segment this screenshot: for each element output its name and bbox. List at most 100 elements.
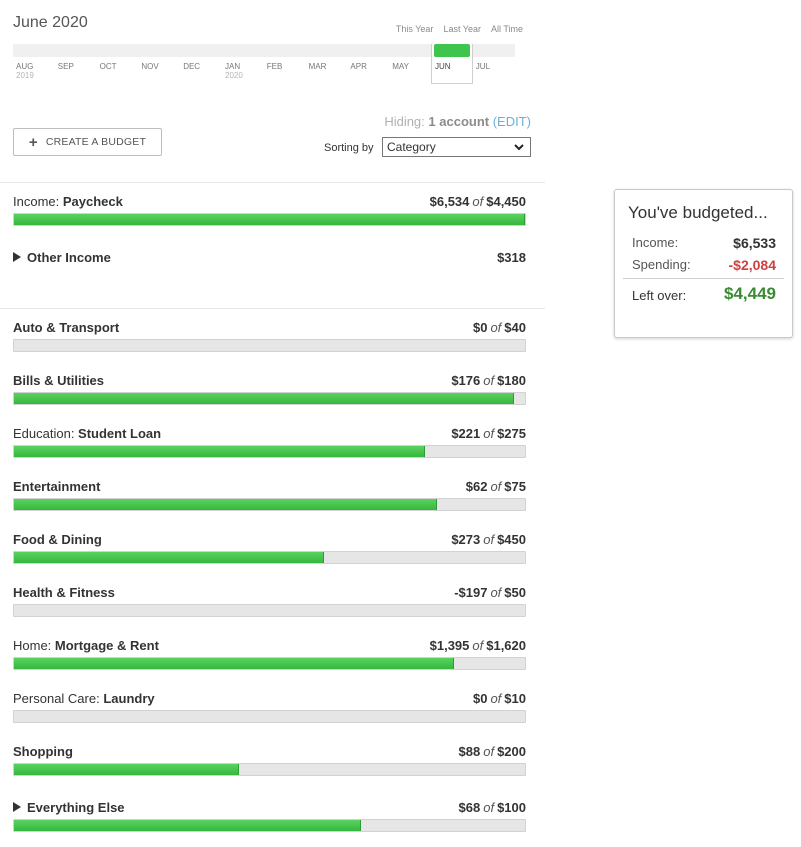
- timeline-month-bar: [54, 44, 97, 57]
- sort-value: Category: [387, 140, 436, 154]
- budget-summary-card: You've budgeted... Income: $6,533 Spendi…: [614, 189, 793, 338]
- timeline-month[interactable]: JAN 2020: [222, 44, 264, 84]
- summary-spending-value: -$2,084: [728, 257, 776, 273]
- summary-leftover-value: $4,449: [724, 284, 776, 303]
- budget-row[interactable]: Shopping $88 of $200: [13, 744, 526, 784]
- category-label: Income: Paycheck: [13, 194, 123, 209]
- timeline-month-label: JUN: [435, 62, 451, 71]
- hidden-count: 1 account: [428, 114, 490, 129]
- timeline-month-bar: [434, 44, 470, 57]
- progress-bar: [13, 657, 526, 670]
- category-amounts: $0 of $40: [472, 320, 526, 335]
- budget-row[interactable]: Bills & Utilities $176 of $180: [13, 373, 526, 413]
- timeline-month[interactable]: JUN: [431, 44, 473, 84]
- category-amounts: $6,534 of $4,450: [429, 194, 526, 209]
- progress-fill: [14, 446, 425, 457]
- category-label: Shopping: [13, 744, 73, 759]
- progress-bar: [13, 498, 526, 511]
- range-this-year[interactable]: This Year: [395, 24, 434, 34]
- budget-row[interactable]: Personal Care: Laundry $0 of $10: [13, 691, 526, 731]
- progress-fill: [14, 499, 437, 510]
- summary-spending: Spending: -$2,084: [632, 257, 776, 273]
- divider: [0, 182, 545, 183]
- category-label: Personal Care: Laundry: [13, 691, 155, 706]
- budget-row-everything-else[interactable]: Everything Else $68 of $100: [13, 800, 526, 840]
- budget-row[interactable]: Auto & Transport $0 of $40: [13, 320, 526, 360]
- timeline-month[interactable]: DEC: [180, 44, 223, 84]
- timeline-month-bar: [472, 44, 515, 57]
- timeline-month-label: MAY: [392, 62, 409, 71]
- timeline-month[interactable]: OCT: [96, 44, 139, 84]
- sort-select[interactable]: Category: [382, 137, 531, 157]
- budget-row[interactable]: Food & Dining $273 of $450: [13, 532, 526, 572]
- timeline-month[interactable]: SEP: [54, 44, 97, 84]
- timeline-month-bar: [347, 44, 390, 57]
- timeline-month[interactable]: APR: [347, 44, 390, 84]
- timeline-month[interactable]: AUG 2019: [13, 44, 55, 84]
- timeline-month[interactable]: MAY: [389, 44, 432, 84]
- category-label: Everything Else: [13, 800, 125, 815]
- budget-row[interactable]: Health & Fitness -$197 of $50: [13, 585, 526, 625]
- divider: [0, 308, 545, 309]
- summary-divider: [623, 278, 784, 279]
- timeline-month-bar: [222, 44, 264, 57]
- progress-fill: [14, 552, 325, 563]
- category-amounts: $0 of $10: [472, 691, 526, 706]
- create-budget-button[interactable]: + CREATE A BUDGET: [13, 128, 162, 156]
- timeline-month-bar: [180, 44, 223, 57]
- category-label: Health & Fitness: [13, 585, 115, 600]
- category-label: Auto & Transport: [13, 320, 120, 335]
- category-amounts: $221 of $275: [451, 426, 526, 441]
- timeline-month[interactable]: NOV: [138, 44, 181, 84]
- progress-bar: [13, 445, 526, 458]
- summary-title: You've budgeted...: [628, 203, 768, 222]
- timeline-month-label: MAR: [308, 62, 327, 71]
- progress-bar: [13, 551, 526, 564]
- chevron-down-icon: [514, 144, 524, 151]
- other-income-row[interactable]: Other Income $318: [13, 250, 526, 270]
- budget-row[interactable]: Education: Student Loan $221 of $275: [13, 426, 526, 466]
- timeline-month[interactable]: FEB: [263, 44, 306, 84]
- edit-hidden-link[interactable]: (EDIT): [492, 114, 531, 129]
- month-timeline: AUG 2019 SEP OCT NOV DEC JAN 2020 FEB MAR APR MAY JU…: [13, 44, 518, 84]
- progress-fill: [14, 393, 514, 404]
- timeline-month-label: AUG 2019: [16, 62, 34, 80]
- category-amounts: $62 of $75: [465, 479, 526, 494]
- page-title: June 2020: [13, 14, 88, 31]
- expand-triangle-icon[interactable]: [13, 252, 21, 262]
- timeline-month-label: JUL: [475, 62, 491, 71]
- timeline-month-bar: [263, 44, 306, 57]
- timeline-month-label: DEC: [183, 62, 201, 71]
- summary-income-value: $6,533: [733, 235, 776, 251]
- summary-leftover: Left over: $4,449: [632, 284, 776, 303]
- progress-fill: [14, 820, 362, 831]
- category-label: Entertainment: [13, 479, 101, 494]
- progress-bar: [13, 763, 526, 776]
- category-amounts: $88 of $200: [458, 744, 526, 759]
- progress-bar: [13, 392, 526, 405]
- budget-row[interactable]: Entertainment $62 of $75: [13, 479, 526, 519]
- category-amounts: $318: [497, 250, 526, 265]
- summary-income: Income: $6,533: [632, 235, 776, 251]
- budget-row[interactable]: Home: Mortgage & Rent $1,395 of $1,620: [13, 638, 526, 678]
- timeline-month-label: SEP: [57, 62, 74, 71]
- timeline-month-label: NOV: [141, 62, 159, 71]
- category-amounts: $273 of $450: [451, 532, 526, 547]
- range-last-year[interactable]: Last Year: [443, 24, 481, 34]
- progress-fill: [14, 764, 239, 775]
- category-label: Other Income: [13, 250, 111, 265]
- category-label: Home: Mortgage & Rent: [13, 638, 159, 653]
- progress-bar: [13, 604, 526, 617]
- timeline-month-label: JAN 2020: [225, 62, 243, 80]
- range-links: This Year Last Year All Time: [396, 24, 523, 34]
- plus-icon: +: [28, 133, 38, 151]
- category-label: Education: Student Loan: [13, 426, 162, 441]
- timeline-month[interactable]: JUL: [472, 44, 515, 84]
- expand-triangle-icon[interactable]: [13, 802, 21, 812]
- progress-bar: [13, 339, 526, 352]
- range-all-time[interactable]: All Time: [490, 24, 523, 34]
- timeline-month[interactable]: MAR: [305, 44, 348, 84]
- create-budget-label: CREATE A BUDGET: [45, 136, 147, 148]
- budget-row-paycheck[interactable]: Income: Paycheck $6,534 of $4,450: [13, 194, 526, 234]
- category-amounts: $68 of $100: [458, 800, 526, 815]
